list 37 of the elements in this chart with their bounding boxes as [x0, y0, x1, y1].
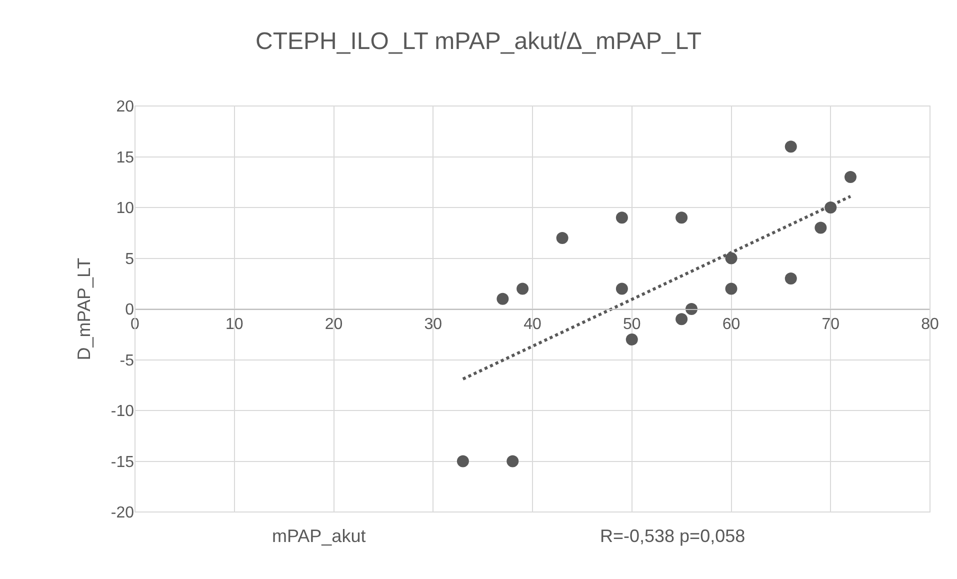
chart-title: CTEPH_ILO_LT mPAP_akut/Δ_mPAP_LT — [256, 28, 702, 55]
point — [516, 282, 529, 295]
point — [784, 140, 797, 153]
x-tick-label: 30 — [424, 316, 442, 334]
x-tick-label: 80 — [921, 316, 939, 334]
y-tick-label: 15 — [116, 149, 134, 166]
y-axis-title: D_mPAP_LT — [74, 258, 94, 360]
point — [616, 282, 628, 295]
y-tick-label: 10 — [116, 200, 134, 218]
y-tick-label: -10 — [110, 403, 134, 420]
point — [616, 212, 628, 224]
x-axis-title: mPAP_akut — [272, 526, 366, 546]
x-tick-label: 60 — [722, 316, 740, 334]
point — [456, 455, 469, 468]
x-tick-label: 50 — [622, 316, 641, 334]
x-tick-label: 20 — [324, 316, 343, 334]
point — [506, 455, 519, 468]
point — [676, 313, 688, 326]
point — [626, 333, 638, 346]
y-tick-label: -20 — [110, 504, 134, 522]
point — [556, 232, 568, 244]
y-tick-label: 20 — [116, 98, 134, 116]
x-tick-label: 10 — [225, 316, 244, 334]
text: R=-0,538 p=0,058 — [600, 526, 746, 546]
point — [676, 212, 688, 224]
point — [784, 272, 797, 285]
y-tick-label: -5 — [120, 352, 134, 370]
y-tick-label: 5 — [125, 250, 134, 268]
y-tick-label: -15 — [110, 454, 134, 471]
point — [725, 282, 738, 295]
point — [844, 171, 856, 184]
y-tick-label: 0 — [125, 302, 134, 319]
x-tick-label: 40 — [524, 316, 542, 334]
point — [814, 222, 827, 234]
point — [725, 252, 738, 264]
x-tick-label: 70 — [822, 316, 840, 334]
point — [496, 292, 509, 305]
